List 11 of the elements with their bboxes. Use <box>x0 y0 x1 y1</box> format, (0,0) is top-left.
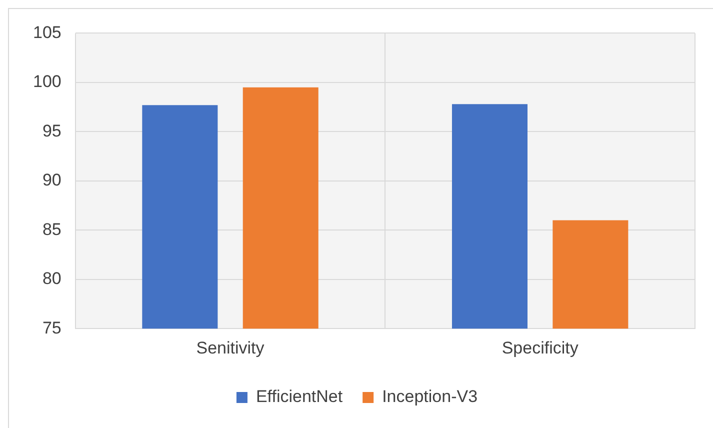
x-tick-label: Senitivity <box>196 338 265 358</box>
y-tick-label: 105 <box>32 22 62 42</box>
y-tick-label: 100 <box>32 72 62 92</box>
legend-label: Inception-V3 <box>382 387 478 406</box>
y-tick-label: 75 <box>42 318 62 338</box>
y-tick-label: 95 <box>42 121 62 140</box>
y-tick-label: 85 <box>42 220 62 239</box>
y-tick-label: 90 <box>42 170 62 190</box>
legend-label: EfficientNet <box>256 387 343 406</box>
x-tick-label: Specificity <box>502 338 579 358</box>
y-tick-label: 80 <box>42 269 62 288</box>
